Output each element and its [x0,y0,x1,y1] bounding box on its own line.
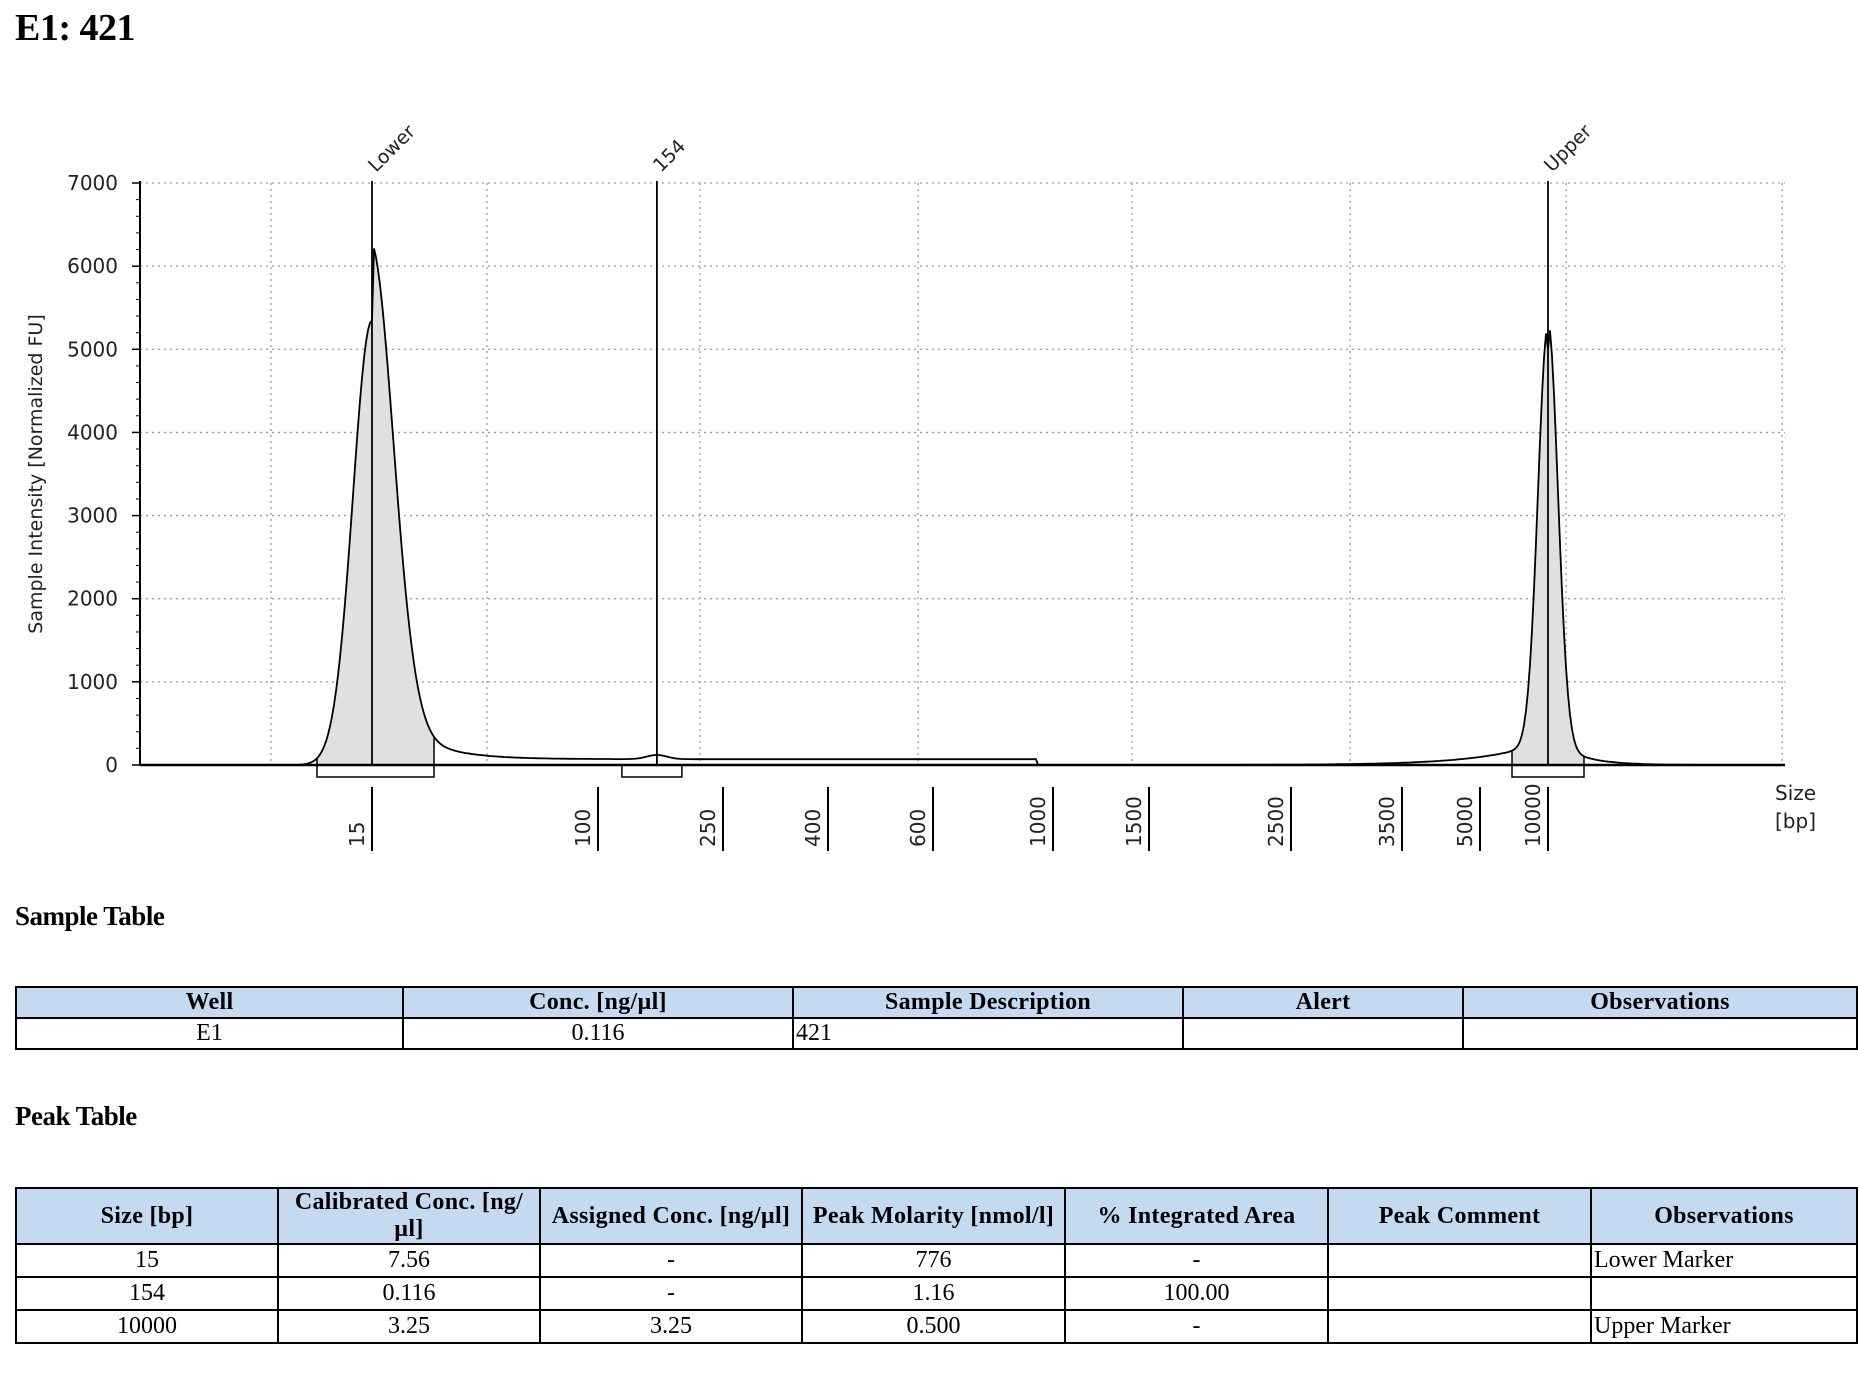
cell-integrated-area: - [1064,1243,1329,1278]
cell-calibrated-conc: 7.56 [277,1243,541,1278]
peak-label: 154 [649,135,690,176]
size-ladder-label: 10000 [1521,783,1545,847]
column-header-integrated-area: % Integrated Area [1064,1187,1329,1245]
column-header-well: Well [15,986,404,1019]
y-tick-label: 3000 [67,504,118,528]
cell-assigned-conc: - [539,1243,803,1278]
y-tick-label: 7000 [67,171,118,195]
column-header-alert: Alert [1182,986,1464,1019]
cell-peak-molarity: 0.500 [801,1309,1066,1344]
cell-calibrated-conc: 3.25 [277,1309,541,1344]
sample-table-header-row: Well Conc. [ng/µl] Sample Description Al… [15,986,1858,1019]
peak-label: Upper [1540,120,1596,176]
x-axis-label: Size [1775,781,1816,805]
cell-alert [1182,1017,1464,1050]
cell-size: 10000 [15,1309,279,1344]
peak-table-header-row: Size [bp] Calibrated Conc. [ng/µl] Assig… [15,1187,1858,1245]
size-ladder-label: 1500 [1122,796,1146,847]
cell-size: 15 [15,1243,279,1278]
cell-well: E1 [15,1017,404,1050]
column-header-sample-description: Sample Description [792,986,1184,1019]
table-row: E1 0.116 421 [15,1017,1858,1050]
column-header-peak-molarity: Peak Molarity [nmol/l] [801,1187,1066,1245]
cell-calibrated-conc: 0.116 [277,1276,541,1311]
sample-table: Well Conc. [ng/µl] Sample Description Al… [15,986,1858,1050]
electropherogram-trace [140,248,1784,766]
cell-peak-comment [1327,1276,1592,1311]
cell-integrated-area: 100.00 [1064,1276,1329,1311]
column-header-peak-comment: Peak Comment [1327,1187,1592,1245]
y-tick-label: 2000 [67,587,118,611]
cell-size: 154 [15,1276,279,1311]
y-tick-label: 6000 [67,254,118,278]
column-header-observations: Observations [1590,1187,1858,1245]
column-header-calibrated-conc: Calibrated Conc. [ng/µl] [277,1187,541,1245]
size-ladder-label: 400 [801,809,825,847]
y-tick-label: 0 [105,753,118,777]
size-ladder-label: 15 [345,822,369,847]
peak-table: Size [bp] Calibrated Conc. [ng/µl] Assig… [15,1187,1858,1344]
y-tick-label: 5000 [67,337,118,361]
lower-marker-area [317,245,434,765]
cell-observations [1590,1276,1858,1311]
cell-observations: Lower Marker [1590,1243,1858,1278]
table-row: 154 0.116 - 1.16 100.00 [15,1276,1858,1311]
cell-peak-comment [1327,1243,1592,1278]
cell-assigned-conc: 3.25 [539,1309,803,1344]
electropherogram-chart: 0 1000 2000 3000 4000 5000 6000 7000 Lower 154 Upp… [25,120,1816,851]
page-title: E1: 421 [15,7,136,49]
y-tick-label: 1000 [67,670,118,694]
size-ladder-label: 5000 [1453,796,1477,847]
sample-table-heading: Sample Table [15,901,165,931]
x-axis-unit-label: [bp] [1775,809,1816,833]
peak-table-heading: Peak Table [15,1101,137,1131]
column-header-conc: Conc. [ng/µl] [402,986,794,1019]
cell-observations [1462,1017,1858,1050]
peak-label: Lower [364,121,420,177]
size-ladder-label: 600 [906,809,930,847]
column-header-assigned-conc: Assigned Conc. [ng/µl] [539,1187,803,1245]
cell-peak-molarity: 1.16 [801,1276,1066,1311]
size-ladder-label: 250 [696,809,720,847]
cell-peak-molarity: 776 [801,1243,1066,1278]
y-tick-label: 4000 [67,420,118,444]
cell-integrated-area: - [1064,1309,1329,1344]
integration-bracket [1511,764,1585,778]
size-ladder-label: 3500 [1375,796,1399,847]
column-header-size: Size [bp] [15,1187,279,1245]
cell-assigned-conc: - [539,1276,803,1311]
size-ladder-label: 100 [571,809,595,847]
integration-bracket [316,764,435,778]
table-row: 15 7.56 - 776 - Lower Marker [15,1243,1858,1278]
size-ladder-label: 2500 [1264,796,1288,847]
column-header-observations: Observations [1462,986,1858,1019]
table-row: 10000 3.25 3.25 0.500 - Upper Marker [15,1309,1858,1344]
cell-observations: Upper Marker [1590,1309,1858,1344]
cell-sample-description: 421 [792,1017,1184,1050]
y-axis-label: Sample Intensity [Normalized FU] [25,314,47,633]
size-ladder-label: 1000 [1026,796,1050,847]
cell-conc: 0.116 [402,1017,794,1050]
integration-bracket [621,764,683,778]
cell-peak-comment [1327,1309,1592,1344]
